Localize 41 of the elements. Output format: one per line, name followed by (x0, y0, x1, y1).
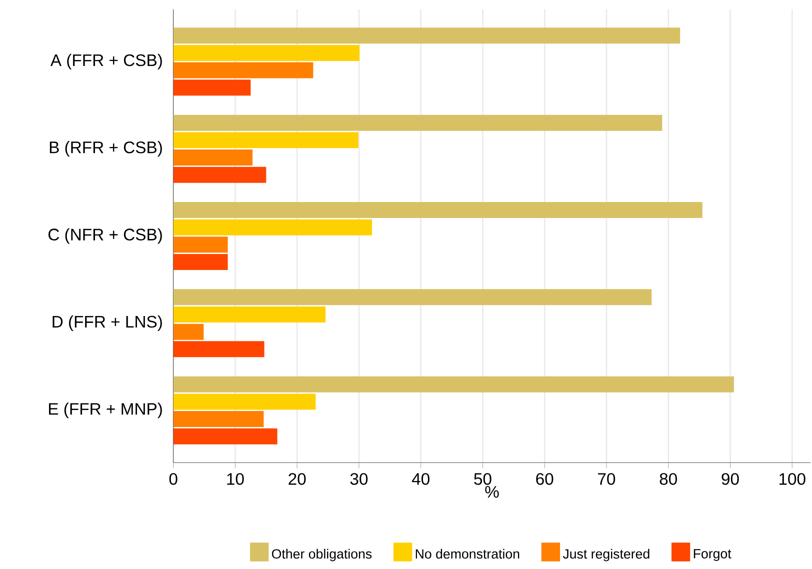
bar (173, 428, 278, 444)
bar (173, 114, 662, 131)
x-tick-label: 10 (227, 472, 244, 485)
bar (173, 376, 734, 392)
x-tick-label: 30 (350, 472, 368, 485)
bar (173, 236, 228, 253)
x-tick-label: 80 (660, 472, 677, 485)
bar (173, 202, 702, 218)
y-tick-label: A (FFR + CSB) (50, 54, 162, 70)
bar (173, 166, 266, 183)
bar (173, 219, 372, 236)
y-tick-label: D (FFR + LNS) (52, 315, 162, 331)
x-tick-label: 60 (536, 472, 554, 485)
bar (173, 324, 204, 340)
legend-label: No demonstration (416, 548, 520, 558)
legend-label: Just registered (562, 548, 650, 562)
bar (173, 79, 251, 96)
bar (173, 341, 264, 358)
x-tick-label: 100 (779, 472, 806, 485)
bar (173, 62, 314, 78)
legend-label: Forgot (694, 548, 732, 561)
x-tick-label: 70 (598, 472, 616, 485)
x-tick-label: 40 (412, 472, 430, 485)
bar (173, 27, 680, 44)
bar (173, 149, 253, 166)
bar (173, 132, 358, 148)
bar (173, 410, 264, 427)
bar (173, 254, 228, 270)
x-tick-label: 90 (722, 472, 739, 485)
x-axis-title: % (485, 486, 499, 498)
y-tick-label: E (FFR + MNP) (49, 402, 162, 418)
y-tick-label: B (RFR + CSB) (50, 140, 162, 156)
x-tick-label: 20 (288, 472, 306, 485)
bar (173, 289, 652, 306)
bar (173, 394, 316, 410)
bar (173, 306, 326, 322)
y-tick-label: C (NFR + CSB) (48, 228, 162, 244)
bar (173, 44, 360, 61)
x-tick-label: 50 (474, 472, 492, 485)
x-tick-label: 0 (169, 472, 178, 485)
legend-label: Other obligations (272, 548, 372, 562)
